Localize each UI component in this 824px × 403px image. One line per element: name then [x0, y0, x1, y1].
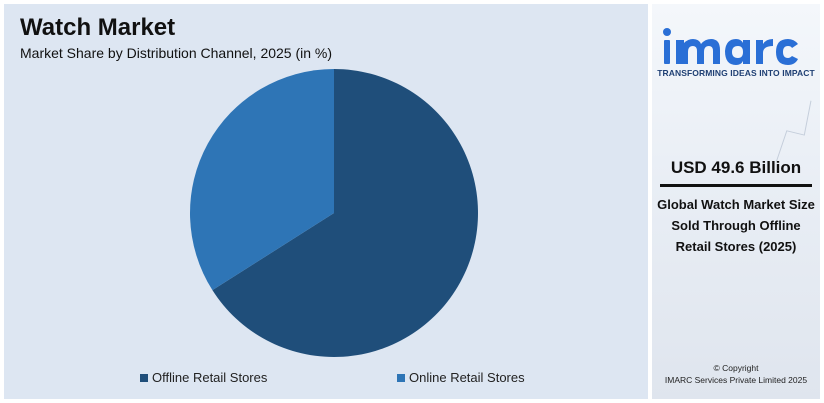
- chart-legend: Offline Retail Stores Online Retail Stor…: [4, 370, 648, 388]
- stat-value: USD 49.6 Billion: [670, 158, 802, 177]
- pie-slice-offline: [212, 69, 479, 357]
- copyright-line-2: IMARC Services Private Limited 2025: [664, 375, 808, 385]
- legend-label-online: Online Retail Stores: [409, 370, 525, 385]
- pie-chart: [190, 69, 479, 357]
- stat-description: Global Watch Market Size Sold Through Of…: [657, 197, 815, 254]
- copyright: © Copyright IMARC Services Private Limit…: [652, 362, 820, 386]
- chart-panel: Watch Market Market Share by Distributio…: [4, 4, 648, 399]
- legend-swatch-online: [397, 373, 405, 382]
- decor-pattern: [753, 91, 820, 171]
- brand-tagline: TRANSFORMING IDEAS INTO IMPACT: [657, 68, 815, 78]
- legend-label-offline: Offline Retail Stores: [152, 370, 268, 385]
- chart-subtitle: Market Share by Distribution Channel, 20…: [20, 45, 333, 61]
- stat-divider: [660, 184, 812, 187]
- imarc-logo: [663, 28, 798, 65]
- info-panel: TRANSFORMING IDEAS INTO IMPACT USD 49.6 …: [652, 4, 820, 399]
- legend-item-offline: Offline Retail Stores: [140, 370, 267, 385]
- pie-slice-online: [190, 69, 334, 291]
- legend-item-online: Online Retail Stores: [397, 370, 525, 385]
- chart-title: Watch Market: [20, 14, 176, 41]
- copyright-line-1: © Copyright: [713, 363, 759, 373]
- legend-swatch-offline: [140, 373, 148, 382]
